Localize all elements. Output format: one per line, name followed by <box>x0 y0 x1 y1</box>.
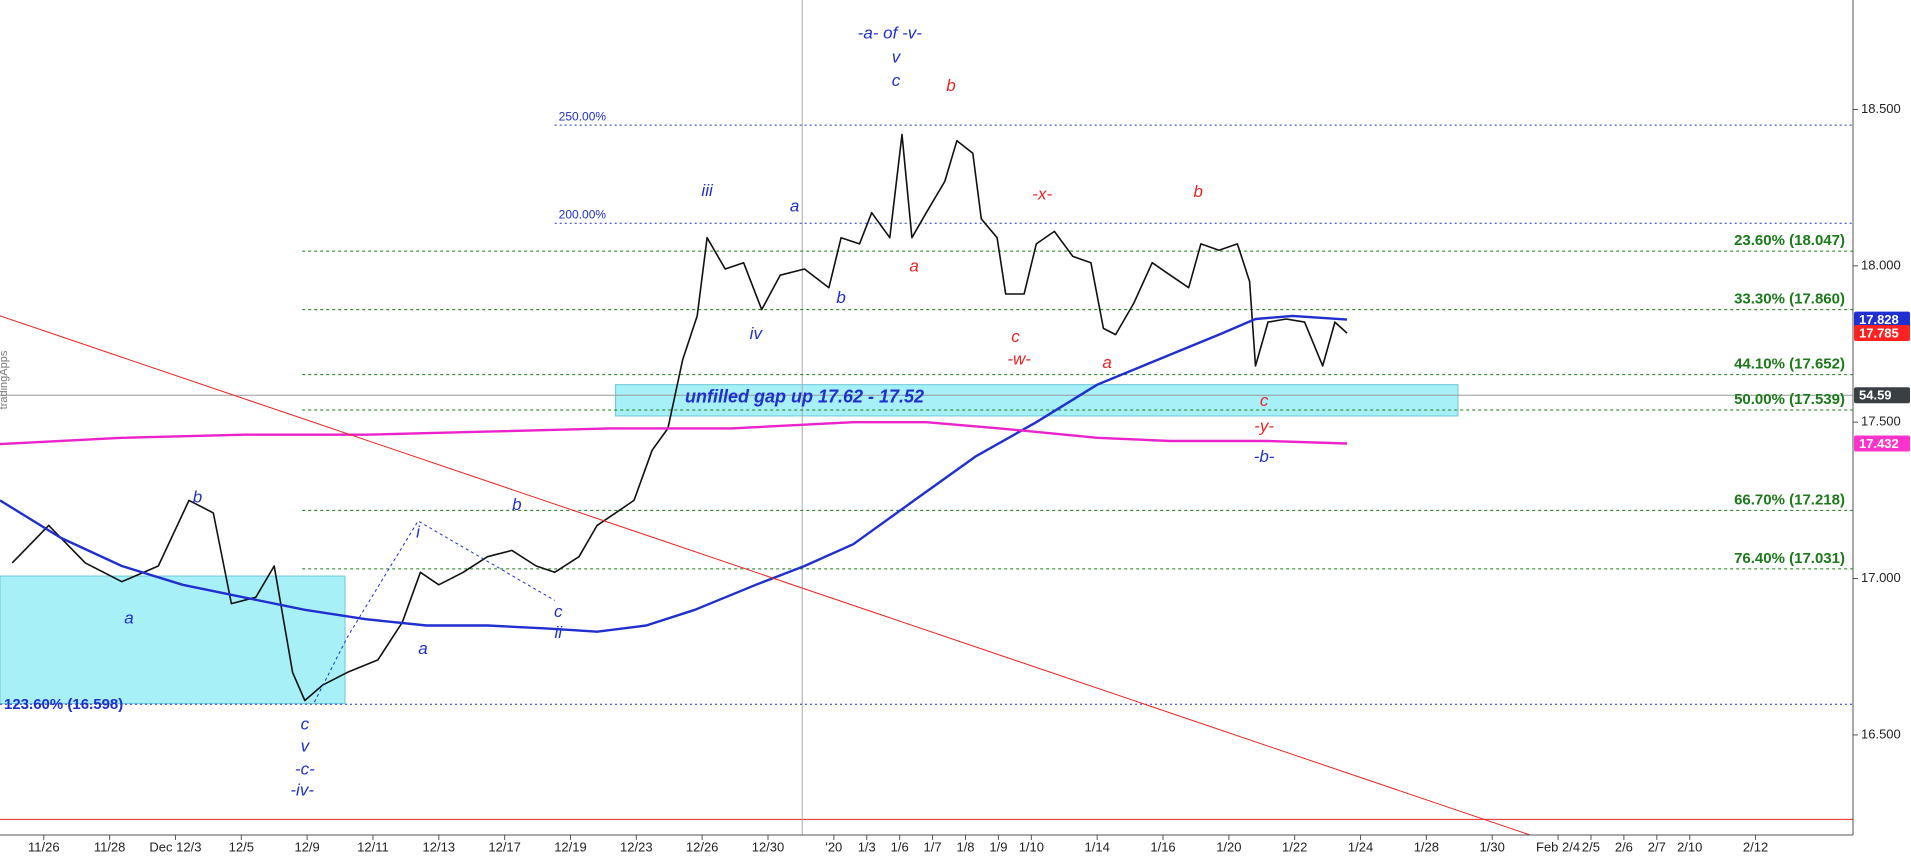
x-tick-label: 1/3 <box>858 839 876 854</box>
y-tick-label: 18.000 <box>1861 257 1901 272</box>
series-line <box>313 520 555 703</box>
x-tick-label: 2/5 <box>1582 839 1600 854</box>
x-tick-label: 2/7 <box>1648 839 1666 854</box>
x-tick-label: 2/12 <box>1743 839 1768 854</box>
fib-label: 250.00% <box>559 109 607 123</box>
fib-label: 66.70% (17.218) <box>1734 491 1845 508</box>
wave-label: v <box>301 737 311 756</box>
wave-label: -a- of -v- <box>858 23 923 42</box>
watermark: tradingApps <box>0 350 10 409</box>
fib-label: 76.40% (17.031) <box>1734 550 1845 567</box>
series-line <box>0 421 1348 446</box>
x-tick-label: 12/19 <box>554 839 587 854</box>
x-tick-label: 12/17 <box>488 839 521 854</box>
wave-label: b <box>946 76 955 95</box>
wave-label: b <box>836 288 845 307</box>
x-tick-label: Dec 12/3 <box>149 839 201 854</box>
x-tick-label: 12/13 <box>423 839 456 854</box>
x-tick-label: 1/10 <box>1019 839 1044 854</box>
wave-label: -x- <box>1032 184 1052 203</box>
x-tick-label: 1/8 <box>956 839 974 854</box>
fib-label: 200.00% <box>559 207 607 221</box>
x-tick-label: 1/22 <box>1282 839 1307 854</box>
x-tick-label: 1/20 <box>1216 839 1241 854</box>
wave-label: c <box>554 602 563 621</box>
wave-label: -w- <box>1007 349 1031 368</box>
price-tag <box>1854 325 1910 342</box>
x-tick-label: 1/28 <box>1414 839 1439 854</box>
fib-label: 44.10% (17.652) <box>1734 356 1845 373</box>
x-tick-label: '20 <box>825 839 842 854</box>
x-tick-label: 2/10 <box>1677 839 1702 854</box>
gap-label: unfilled gap up 17.62 - 17.52 <box>685 387 924 407</box>
y-tick-label: 17.000 <box>1861 570 1901 585</box>
price-tag-label: 54.59 <box>1859 388 1892 403</box>
wave-label: b <box>1194 182 1203 201</box>
wave-label: -b- <box>1254 447 1275 466</box>
fib-label: 33.30% (17.860) <box>1734 291 1845 308</box>
y-tick-label: 17.500 <box>1861 414 1901 429</box>
wave-label: -y- <box>1254 417 1274 436</box>
fib-label: 23.60% (18.047) <box>1734 232 1845 249</box>
wave-label: ii <box>555 623 564 642</box>
price-tag <box>1854 311 1910 328</box>
y-tick-label: 18.500 <box>1861 101 1901 116</box>
wave-label: b <box>193 487 202 506</box>
x-tick-label: 1/9 <box>989 839 1007 854</box>
x-tick-label: 12/23 <box>620 839 653 854</box>
x-tick-label: 1/24 <box>1348 839 1373 854</box>
x-tick-label: 12/30 <box>752 839 785 854</box>
wave-label: c <box>301 715 310 734</box>
plot-area: 250.00% 200.00% 23.60% (18.047) 33.30% (17.… <box>0 0 1853 836</box>
x-tick-label: 1/30 <box>1480 839 1505 854</box>
x-tick-label: Feb 2/4 <box>1536 839 1580 854</box>
wave-label: a <box>418 639 427 658</box>
wave-label: a <box>790 197 799 216</box>
x-tick-label: 12/5 <box>229 839 254 854</box>
price-tag <box>1854 387 1910 404</box>
series-line <box>0 314 1348 633</box>
fib-label: 123.60% (16.598) <box>4 696 123 713</box>
wave-label: a <box>1102 353 1111 372</box>
wave-label: a <box>909 257 918 276</box>
wave-label: c <box>892 71 901 90</box>
wave-label: iii <box>701 181 714 200</box>
wave-label: c <box>1260 391 1269 410</box>
x-tick-label: 11/26 <box>28 839 60 854</box>
price-tag-label: 17.785 <box>1859 325 1899 340</box>
x-tick-label: 2/6 <box>1615 839 1633 854</box>
price-tag-label: 17.828 <box>1859 312 1899 327</box>
wave-label: iv <box>750 324 764 343</box>
price-tag <box>1854 435 1910 452</box>
x-tick-label: 1/7 <box>924 839 942 854</box>
wave-label: i <box>416 523 421 542</box>
x-tick-label: 1/14 <box>1085 839 1110 854</box>
x-tick-label: 12/9 <box>294 839 319 854</box>
x-tick-label: 12/26 <box>686 839 719 854</box>
series-line <box>0 315 1531 836</box>
zone-box <box>615 384 1459 417</box>
x-tick-label: 12/11 <box>357 839 389 854</box>
wave-label: -c- <box>295 760 315 779</box>
price-tag-label: 17.432 <box>1859 436 1899 451</box>
zone-box <box>0 575 346 705</box>
wave-label: b <box>512 495 521 514</box>
y-tick-label: 16.500 <box>1861 726 1901 741</box>
wave-label: v <box>892 48 902 67</box>
wave-label: a <box>124 608 133 627</box>
x-tick-label: 11/28 <box>94 839 126 854</box>
x-tick-label: 1/16 <box>1150 839 1175 854</box>
wave-label: -iv- <box>290 781 314 800</box>
fib-label: 50.00% (17.539) <box>1734 391 1845 408</box>
wave-label: c <box>1011 327 1020 346</box>
x-tick-label: 1/6 <box>891 839 909 854</box>
